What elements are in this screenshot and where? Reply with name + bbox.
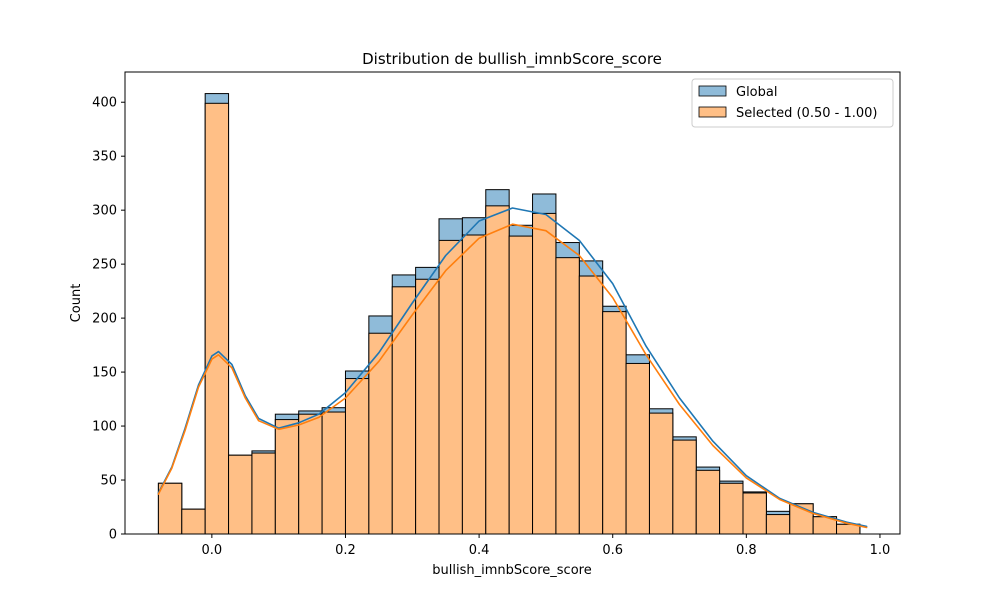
x-tick-label: 0.6 <box>602 543 623 558</box>
selected-bar <box>719 482 744 535</box>
selected-bar <box>391 286 417 535</box>
selected-bar <box>251 452 276 535</box>
selected-bars <box>157 102 861 535</box>
y-axis: 0 50 100 150 200 250 300 350 400 <box>92 96 125 543</box>
selected-bar <box>742 492 767 535</box>
selected-bar <box>157 482 183 535</box>
plot-frame <box>124 71 901 535</box>
y-tick-label: 50 <box>100 474 117 489</box>
selected-bar <box>344 378 370 535</box>
chart-title: Distribution de bullish_imnbScore_score <box>362 50 662 69</box>
selected-bar <box>672 439 697 535</box>
selected-bar <box>555 257 580 535</box>
selected-bar <box>274 419 300 535</box>
y-tick-label: 300 <box>92 204 117 219</box>
y-tick-label: 400 <box>92 96 117 111</box>
selected-bar <box>625 362 650 535</box>
y-tick-label: 250 <box>92 258 117 273</box>
legend-label-selected: Selected (0.50 - 1.00) <box>736 106 877 121</box>
legend-swatch-selected <box>698 106 727 118</box>
y-tick-label: 150 <box>92 366 117 381</box>
global-kde-line <box>157 207 868 528</box>
y-tick-label: 200 <box>92 312 117 327</box>
selected-bar <box>415 278 440 535</box>
y-axis-label: Count <box>69 284 84 323</box>
x-tick-label: 0.2 <box>335 543 356 558</box>
selected-bar <box>181 508 206 535</box>
selected-bar <box>438 239 463 535</box>
x-axis: 0.0 0.2 0.4 0.6 0.8 1.0 <box>202 534 891 558</box>
selected-bar <box>298 413 323 535</box>
selected-bar <box>228 454 253 535</box>
legend-swatch-global <box>698 85 727 97</box>
selected-kde-line <box>157 223 868 529</box>
selected-bar <box>695 469 721 535</box>
selected-bar <box>485 205 510 535</box>
x-tick-label: 0.0 <box>202 543 223 558</box>
selected-bar <box>648 412 674 535</box>
selected-bar <box>368 332 393 535</box>
y-tick-label: 350 <box>92 150 117 165</box>
selected-bar <box>532 212 557 535</box>
legend: Global Selected (0.50 - 1.00) <box>691 78 894 128</box>
selected-bar <box>765 514 791 535</box>
x-axis-label: bullish_imnbScore_score <box>432 563 591 578</box>
legend-label-global: Global <box>736 85 777 100</box>
selected-bar <box>578 275 604 535</box>
x-tick-label: 1.0 <box>870 543 891 558</box>
selected-bar <box>204 102 230 535</box>
x-tick-label: 0.4 <box>469 543 490 558</box>
selected-bar <box>321 411 346 535</box>
kde-lines <box>157 207 868 529</box>
selected-bar <box>508 235 534 535</box>
selected-bar <box>602 311 627 535</box>
y-tick-label: 100 <box>92 420 117 435</box>
selected-bar <box>461 234 487 535</box>
y-tick-label: 0 <box>109 528 117 543</box>
legend-box <box>691 78 894 128</box>
x-tick-label: 0.8 <box>736 543 757 558</box>
